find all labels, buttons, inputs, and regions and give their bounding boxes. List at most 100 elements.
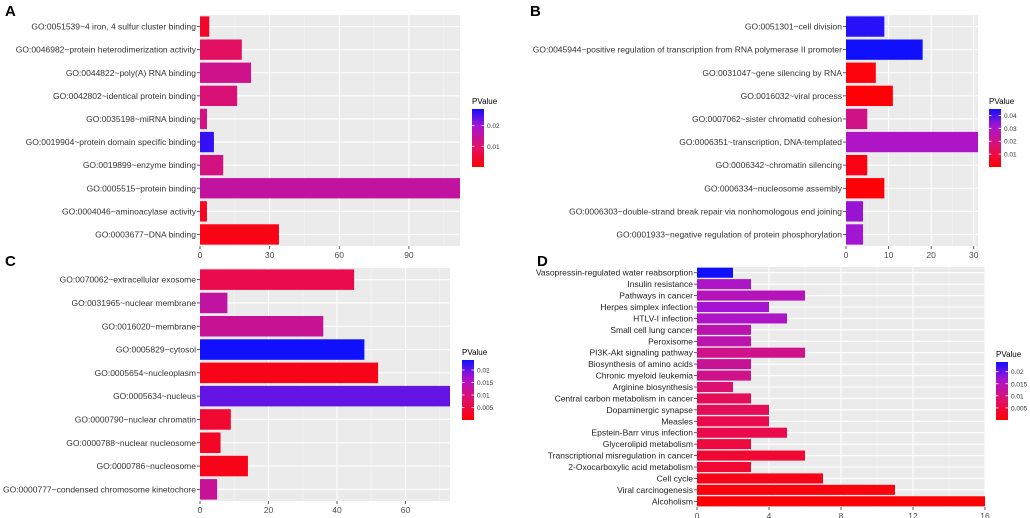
bar [200,108,207,130]
category-label: 2-Oxocarboxylic acid metabolism [568,462,693,472]
legend-colorbar [472,109,484,167]
category-label: Dopaminergic synapse [607,405,694,415]
bar [697,359,751,370]
bar [697,404,769,415]
bar [200,269,355,290]
bar [846,62,876,83]
legend-tick-label: 0.02 [477,368,490,375]
bar [200,315,324,337]
bar [846,85,893,107]
bar [846,39,923,60]
legend-title: PValue [462,348,488,357]
legend-tick-label: 0.02 [1011,369,1024,376]
bar [697,301,769,313]
legend-tick-label: 0.04 [1004,113,1017,120]
category-label: GO:0003677~DNA binding [95,229,196,239]
x-tick-label: 16 [980,511,990,518]
bar [846,154,868,176]
category-label: GO:0005654~nucleoplasm [95,368,196,378]
bar [200,62,252,83]
category-label: GO:0006334~nucleosome assembly [704,183,842,193]
panel-c: C 0 20 40 60 GO:0070062~extracellular exosome… [3,253,494,515]
legend-title: PValue [996,350,1022,359]
panel-letter: A [5,3,16,20]
bar [697,484,895,495]
category-label: Epstein-Barr virus infection [591,428,693,438]
panel-letter: C [5,253,16,270]
category-label: GO:0019899~enzyme binding [83,160,196,170]
category-label: GO:0046982~protein heterodimerization ac… [16,45,197,55]
x-tick-label: 12 [908,511,918,518]
category-label: Chronic myeloid leukemia [596,371,694,381]
x-tick-label: 60 [335,250,345,260]
category-label: GO:0031047~gene silencing by RNA [702,68,842,78]
x-tick-label: 30 [265,250,275,260]
bar [697,347,805,358]
category-label: GO:0006342~chromatin silencing [716,160,843,170]
bar [200,362,379,384]
bar [697,370,751,381]
legend-tick-label: 0.01 [1004,152,1017,159]
category-label: GO:0045944~positive regulation of transc… [533,45,842,55]
category-label: GO:0035198~miRNA binding [86,114,196,124]
bar [846,131,978,153]
category-label: GO:0070062~extracellular exosome [60,275,197,285]
category-label: GO:0000786~nucleosome [97,461,197,471]
category-label: Central carbon metabolism in cancer [555,393,694,403]
category-label: GO:0044822~poly(A) RNA binding [66,68,196,78]
legend-tick-label: 0.02 [487,123,500,130]
legend-tick-label: 0.03 [1004,126,1017,133]
bar [846,108,868,130]
category-label: Pathways in cancer [619,291,693,301]
panel-d: D 0 4 8 12 16 Vasopressin-regulated water reab… [536,253,1028,518]
legend-tick-label: 0.005 [477,405,494,412]
x-tick-label: 0 [198,505,203,515]
panel-letter: D [537,253,548,270]
bar [846,16,885,37]
bar [200,201,207,222]
legend-colorbar [462,360,474,420]
x-tick-label: 60 [401,505,411,515]
bar [697,450,805,461]
bar [200,479,218,500]
category-label: GO:0006351~transcription, DNA-templated [679,137,842,147]
category-label: Measles [661,416,693,426]
legend-tick-label: 0.005 [1011,405,1028,412]
bar [697,461,751,473]
category-label: GO:0005634~nucleus [113,391,196,401]
panel-b: B 0 10 20 30 GO:0051301~cell division GO:00459… [530,3,1017,260]
category-label: GO:0007062~sister chromatid cohesion [692,114,842,124]
x-tick-label: 90 [404,250,414,260]
bar [697,427,787,438]
category-label: GO:0019904~protein domain specific bindi… [26,137,197,147]
bar [697,381,733,393]
bar [697,496,985,507]
x-tick-label: 0 [844,250,849,260]
bar [200,292,228,314]
bar [200,432,221,454]
panel-letter: B [530,3,541,20]
category-label: GO:0051539~4 iron, 4 sulfur cluster bind… [31,22,196,32]
bar [200,339,365,360]
category-label: GO:0000790~nuclear chromatin [75,414,196,424]
category-label: GO:0005515~protein binding [87,183,197,193]
x-tick-label: 8 [839,511,844,518]
category-label: HTLV-I infection [633,313,693,323]
category-label: Vasopressin-regulated water reabsorption [536,268,693,278]
category-label: GO:0001933~negative regulation of protei… [616,229,842,239]
category-label: GO:0005829~cytosol [116,345,196,355]
legend-tick-label: 0.015 [477,380,494,387]
legend-colorbar [996,362,1008,420]
bar [697,439,751,450]
panel-a: A 0 30 60 90 GO:0051539~4 iron, 4 sulfur clus… [5,3,500,260]
legend-tick-label: 0.01 [487,144,500,151]
bar [697,267,733,278]
bar [200,455,248,477]
x-tick-label: 10 [884,250,894,260]
legend-tick-label: 0.02 [1004,139,1017,146]
category-label: Glycerolipid metabolism [603,439,693,449]
category-label: GO:0004046~aminoacylase activity [62,206,197,216]
x-tick-label: 40 [332,505,342,515]
legend-colorbar [989,109,1001,167]
